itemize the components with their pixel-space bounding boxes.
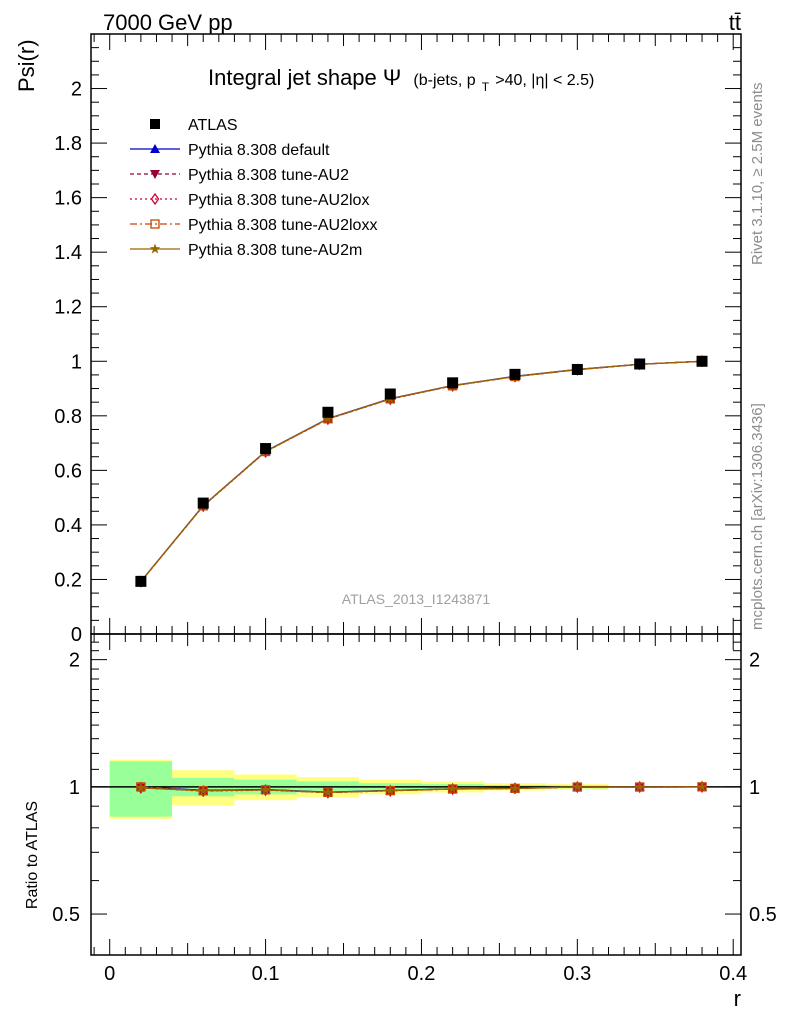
series-line-4 — [140, 360, 703, 583]
rivet-version-label: Rivet 3.1.10, ≥ 2.5M events — [749, 83, 766, 266]
legend-marker — [150, 144, 160, 153]
ratio-4-point — [696, 781, 708, 792]
ratio-y-tick-label: 0.5 — [52, 904, 80, 926]
series-line-2 — [140, 360, 703, 583]
x-tick-label: 0.2 — [408, 963, 436, 985]
y-tick-label: 0.2 — [54, 569, 82, 591]
y-tick-label: 0 — [71, 624, 82, 646]
legend-marker — [150, 192, 160, 206]
axis-ticks: 0 0.2 0.4 0.6 0.8 1 1.2 1.4 1.6 1.8 2 0 0.1 0.2 0.3 0.4… — [52, 34, 777, 985]
x-axis-title: r — [734, 986, 741, 1011]
x-tick-label: 0.1 — [252, 963, 280, 985]
ratio-4-point — [322, 786, 334, 797]
y-tick-label: 1.2 — [54, 297, 82, 319]
ratio-4-point — [509, 782, 521, 793]
ratio-y-tick-label-right: 2 — [749, 650, 760, 672]
ratio-4-point — [198, 785, 209, 796]
y-tick-label: 0.8 — [54, 406, 82, 428]
plot-title: Integral jet shape Ψ (b-jets, p T >40, |… — [208, 65, 594, 96]
x-tick-label: 0 — [104, 963, 115, 985]
atlas-data-point — [260, 443, 272, 455]
x-tick-label: 0.3 — [563, 963, 591, 985]
ratio-line-4 — [140, 786, 703, 793]
ratio-4-point — [447, 783, 458, 794]
title-symbol: Ψ — [383, 65, 401, 90]
legend-marker — [149, 243, 161, 254]
ratio-y-axis-title: Ratio to ATLAS — [24, 801, 41, 909]
source-label: mcplots.cern.ch [arXiv:1306.3436] — [749, 403, 766, 630]
ratio-4-point — [135, 782, 147, 793]
legend-label: Pythia 8.308 tune-AU2loxx — [188, 217, 377, 234]
atlas-data-point — [509, 368, 521, 380]
legend-marker — [150, 219, 160, 229]
ratio-frame — [90, 633, 742, 956]
title-cut-b: >40, |η| < 2.5) — [495, 72, 594, 89]
ratio-y-tick-label-right: 0.5 — [749, 904, 777, 926]
ratio-4-point — [260, 784, 271, 795]
y-tick-label: 1.4 — [54, 242, 82, 264]
atlas-data-point — [447, 377, 459, 389]
analysis-label: ATLAS_2013_I1243871 — [342, 591, 491, 607]
ratio-series — [135, 780, 708, 799]
y-tick-label: 1.6 — [54, 188, 82, 210]
atlas-data-points — [135, 355, 708, 587]
series-line-0 — [140, 360, 703, 582]
series-line-1 — [140, 360, 703, 583]
y-tick-label: 1 — [71, 351, 82, 373]
ratio-y-tick-label: 2 — [69, 650, 80, 672]
y-axis-title: Psi(r) — [14, 39, 39, 92]
atlas-data-point — [634, 358, 646, 370]
series-line-3 — [140, 360, 703, 582]
energy-label: 7000 GeV pp — [103, 10, 233, 35]
legend-label: ATLAS — [188, 117, 238, 134]
main-series — [135, 355, 708, 588]
atlas-data-point — [322, 406, 334, 418]
title-cut-sub: T — [482, 80, 490, 94]
legend-marker — [150, 170, 160, 179]
atlas-data-point — [197, 497, 209, 509]
ratio-4-point — [572, 781, 583, 792]
legend: ATLAS Pythia 8.308 default Pythia 8.308 tu… — [130, 117, 377, 259]
series-4-point — [322, 413, 334, 424]
atlas-data-point — [571, 363, 583, 375]
legend-label: Pythia 8.308 tune-AU2m — [188, 242, 362, 259]
title-cut-a: (b-jets, p — [413, 72, 475, 89]
y-tick-label: 0.4 — [54, 515, 82, 537]
y-tick-label: 1.8 — [54, 133, 82, 155]
y-tick-label: 0.6 — [54, 460, 82, 482]
ratio-4-point — [385, 785, 396, 796]
legend-label: Pythia 8.308 tune-AU2lox — [188, 192, 369, 209]
title-main: Integral jet shape — [208, 65, 377, 90]
atlas-data-point — [384, 388, 396, 400]
ratio-y-tick-label: 1 — [69, 777, 80, 799]
ratio-4-point — [634, 781, 645, 792]
x-tick-label: 0.4 — [719, 963, 747, 985]
y-tick-label: 2 — [71, 79, 82, 101]
legend-label: Pythia 8.308 tune-AU2 — [188, 167, 349, 184]
atlas-data-point — [135, 575, 147, 587]
atlas-data-point — [696, 355, 708, 367]
legend-marker — [150, 119, 160, 129]
process-label: tt̄ — [729, 10, 741, 35]
legend-label: Pythia 8.308 default — [188, 142, 330, 159]
ratio-y-tick-label-right: 1 — [749, 777, 760, 799]
